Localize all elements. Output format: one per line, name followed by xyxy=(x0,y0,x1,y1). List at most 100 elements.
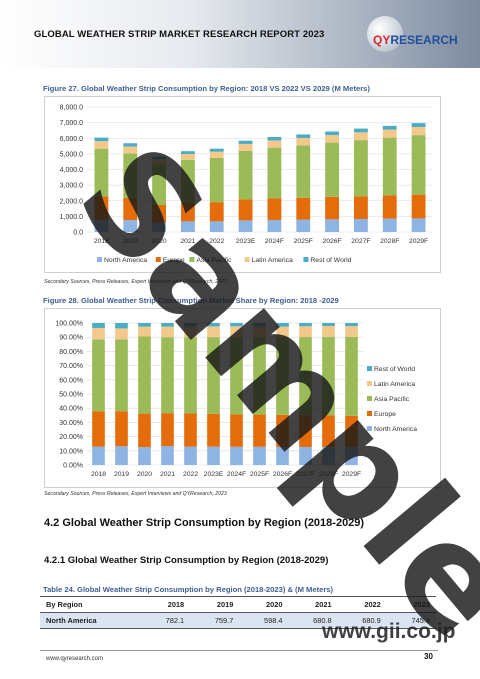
bar-segment xyxy=(267,140,282,148)
bar-segment xyxy=(161,323,174,327)
bar-segment xyxy=(161,337,174,414)
legend-label: North America xyxy=(374,426,417,433)
bar-segment xyxy=(238,143,253,151)
bar-segment xyxy=(382,129,397,138)
bar-segment xyxy=(207,337,220,414)
legend-swatch xyxy=(189,257,195,262)
y-tick-label: 5,000.0 xyxy=(60,151,83,158)
bar-segment xyxy=(322,446,335,465)
y-tick-label: 90.00% xyxy=(59,335,83,342)
bar-segment xyxy=(325,219,340,232)
bar-segment xyxy=(345,447,358,465)
legend-swatch xyxy=(367,381,372,386)
bar-segment xyxy=(345,326,358,337)
bar-segment xyxy=(276,337,289,415)
bar-segment xyxy=(345,415,358,448)
bar-segment xyxy=(184,323,197,327)
table-cell: 745.4 xyxy=(386,612,436,629)
bar-segment xyxy=(411,218,426,232)
bar-segment xyxy=(296,137,311,146)
x-tick-label: 2021 xyxy=(160,471,175,478)
logo-text: QYRESEARCH xyxy=(373,33,458,47)
x-tick-label: 2025F xyxy=(294,238,313,245)
bar-segment xyxy=(184,326,197,338)
bar-segment xyxy=(276,446,289,465)
legend-label: Latin America xyxy=(252,257,293,264)
figure-28-source: Secondary Sources, Press Releases, Exper… xyxy=(44,491,227,497)
bar-segment xyxy=(152,164,167,205)
bar-segment xyxy=(238,140,253,144)
bar-segment xyxy=(207,446,220,465)
bar-segment xyxy=(92,411,105,447)
table-cell: 680.8 xyxy=(288,612,338,629)
bar-segment xyxy=(299,337,312,416)
bar-segment xyxy=(161,413,174,447)
bar-segment xyxy=(230,337,243,415)
bar-segment xyxy=(353,140,368,197)
figure-28-chart: 0.00% 10.00% 20.00% 30.00% 40.00% 50.00% 60.00… xyxy=(44,308,441,488)
bar-segment xyxy=(345,323,358,327)
bar-segment xyxy=(180,151,195,155)
table-24-title: Table 24. Global Weather Strip Consumpti… xyxy=(43,585,334,594)
legend-swatch xyxy=(367,426,372,431)
y-tick-label: 1,000.0 xyxy=(60,214,83,221)
bar-segment xyxy=(152,159,167,165)
bar-segment xyxy=(296,134,311,138)
section-heading: 4.2 Global Weather Strip Consumption by … xyxy=(44,517,365,529)
bar-segment xyxy=(238,199,253,221)
bar-segment xyxy=(184,446,197,465)
bar-segment xyxy=(94,219,109,232)
figure-27-title: Figure 27. Global Weather Strip Consumpt… xyxy=(43,84,370,93)
bar-segment xyxy=(209,148,224,152)
legend-swatch xyxy=(303,257,309,262)
legend-swatch xyxy=(97,257,102,262)
x-tick-label: 2022 xyxy=(183,471,198,478)
legend-label: Europe xyxy=(163,257,185,264)
column-header-2018: 2018 xyxy=(141,596,191,613)
bar-segment xyxy=(411,194,426,219)
bar-segment xyxy=(382,218,397,232)
x-tick-label: 2021 xyxy=(180,238,195,245)
bar-segment xyxy=(325,131,340,136)
bar-segment xyxy=(353,196,368,220)
legend-label: North America xyxy=(104,257,147,264)
x-tick-label: 2024F xyxy=(265,238,284,245)
bar-segment xyxy=(299,326,312,338)
bar-segment xyxy=(276,414,289,447)
x-tick-label: 2022 xyxy=(209,238,224,245)
footer-divider xyxy=(40,650,438,651)
bar-segment xyxy=(123,146,138,154)
consumption-stacked-bar-chart: 0.0 1,000.0 2,000.0 3,000.0 4,000.0 5,000.0 6,… xyxy=(60,105,433,264)
x-tick-label: 2024F xyxy=(227,471,246,478)
bar-segment xyxy=(382,137,397,196)
bar-segment xyxy=(253,414,266,447)
column-header-2019: 2019 xyxy=(190,596,240,613)
x-tick-label: 2018 xyxy=(91,471,106,478)
bar-segment xyxy=(184,337,197,414)
subsection-heading: 4.2.1 Global Weather Strip Consumption b… xyxy=(44,555,329,566)
bar-segment xyxy=(322,336,335,416)
bar-segment xyxy=(411,123,426,127)
legend-swatch xyxy=(367,411,372,416)
footer-url: www.qyresearch.com xyxy=(46,656,104,662)
bar-segment xyxy=(296,197,311,220)
bar-segment xyxy=(138,413,151,448)
bar-segment xyxy=(209,221,224,232)
bar-segment xyxy=(115,328,128,340)
bar-segment xyxy=(138,326,151,337)
figure-28-title: Figure 28. Global Weather Strip Consumpt… xyxy=(43,296,339,305)
column-header-2022: 2022 xyxy=(337,596,387,613)
bar-segment xyxy=(138,323,151,327)
bar-segment xyxy=(238,150,253,200)
table-cell: 759.7 xyxy=(190,612,240,629)
bar-segment xyxy=(230,414,243,447)
y-tick-label: 60.00% xyxy=(59,377,83,384)
table-cell: 680.9 xyxy=(337,612,387,629)
bar-segment xyxy=(115,411,128,447)
bar-segment xyxy=(94,196,109,220)
bar-segment xyxy=(411,135,426,195)
legend-label: Asia Pacific xyxy=(374,396,410,403)
legend-label: Europe xyxy=(374,411,396,418)
bar-segment xyxy=(322,325,335,337)
column-header-2021: 2021 xyxy=(288,596,338,613)
